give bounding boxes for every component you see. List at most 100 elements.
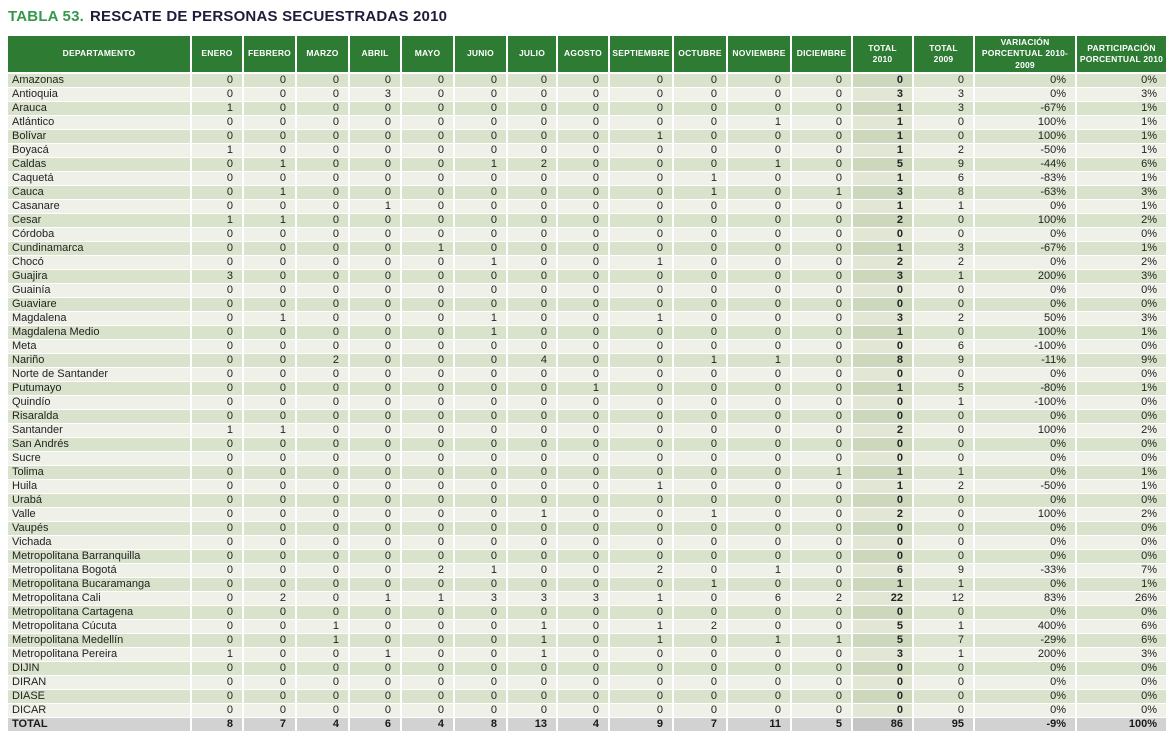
department-cell: Guainía [8, 283, 192, 299]
value-cell: 0% [974, 87, 1077, 103]
value-cell: 0 [191, 605, 244, 621]
value-cell: 0 [296, 577, 350, 593]
value-cell: 0 [791, 451, 853, 467]
value-cell: 200% [974, 269, 1077, 285]
value-cell: 0 [673, 269, 728, 285]
value-cell: 0 [557, 521, 610, 537]
value-cell: 2 [913, 143, 975, 159]
value-cell: 0 [243, 171, 297, 187]
value-cell: 0 [191, 661, 244, 677]
value-cell: 1% [1076, 479, 1166, 495]
value-cell: 0 [349, 325, 402, 341]
value-cell: 0 [349, 605, 402, 621]
value-cell: -50% [974, 479, 1077, 495]
value-cell: 0 [791, 437, 853, 453]
value-cell: 0 [349, 171, 402, 187]
value-cell: 1 [913, 647, 975, 663]
value-cell: 1 [507, 633, 558, 649]
value-cell: 1 [609, 129, 674, 145]
data-table: DEPARTAMENTO ENERO FEBRERO MARZO ABRIL MAYO JU… [8, 36, 1166, 733]
value-cell: 0 [557, 619, 610, 635]
department-cell: Norte de Santander [8, 367, 192, 383]
value-cell: 0 [454, 143, 508, 159]
value-cell: 0 [454, 87, 508, 103]
value-cell: 1 [349, 647, 402, 663]
value-cell: 4 [507, 353, 558, 369]
value-cell: 100% [974, 325, 1077, 341]
value-cell: 0 [191, 633, 244, 649]
value-cell: 0 [791, 479, 853, 495]
value-cell: 1 [913, 395, 975, 411]
value-cell: 3 [913, 87, 975, 103]
value-cell: 2 [852, 507, 914, 523]
value-cell: 0 [191, 395, 244, 411]
value-cell: 2 [401, 563, 455, 579]
value-cell: 0 [609, 507, 674, 523]
value-cell: 0 [401, 311, 455, 327]
value-cell: 0 [507, 283, 558, 299]
value-cell: 0 [557, 395, 610, 411]
value-cell: 0 [673, 591, 728, 607]
value-cell: 2 [852, 423, 914, 439]
column-header-julio: JULIO [507, 36, 558, 75]
value-cell: 1 [454, 157, 508, 173]
value-cell: 0 [727, 283, 792, 299]
table-row: Metropolitana Barranquilla 0 0 0 0 0 0 0 0 0 0 0 0 0 0… [8, 549, 1166, 565]
department-cell: Meta [8, 339, 192, 355]
value-cell: 0 [349, 73, 402, 89]
value-cell: 0 [557, 423, 610, 439]
department-cell: Chocó [8, 255, 192, 271]
value-cell: 1 [349, 199, 402, 215]
value-cell: 0 [609, 227, 674, 243]
value-cell: 0 [557, 535, 610, 551]
value-cell: 0 [507, 381, 558, 397]
value-cell: 0 [349, 423, 402, 439]
table-row: Caldas 0 1 0 0 0 1 2 0 0 0 1 0 5 9 -44% 6% [8, 157, 1166, 173]
value-cell: 0 [673, 451, 728, 467]
value-cell: 0 [349, 269, 402, 285]
value-cell: 0 [791, 87, 853, 103]
value-cell: 1 [791, 185, 853, 201]
value-cell: 0 [191, 451, 244, 467]
value-cell: 0 [913, 605, 975, 621]
department-cell: Casanare [8, 199, 192, 215]
department-cell: Metropolitana Medellín [8, 633, 192, 649]
value-cell: 0 [673, 87, 728, 103]
value-cell: 0 [507, 493, 558, 509]
value-cell: 0 [191, 339, 244, 355]
table-title: RESCATE DE PERSONAS SECUESTRADAS 2010 [89, 8, 448, 25]
value-cell: 0 [673, 535, 728, 551]
value-cell: 0 [401, 521, 455, 537]
value-cell: 0 [727, 451, 792, 467]
value-cell: 0 [296, 535, 350, 551]
value-cell: 0 [557, 199, 610, 215]
value-cell: 1 [727, 353, 792, 369]
value-cell: 0 [557, 437, 610, 453]
value-cell: 0% [1076, 703, 1166, 719]
value-cell: 0 [243, 339, 297, 355]
department-cell: Metropolitana Bucaramanga [8, 577, 192, 593]
table-row: Santander 1 1 0 0 0 0 0 0 0 0 0 0 2 0 100% 2% [8, 423, 1166, 439]
value-cell: 0 [557, 479, 610, 495]
column-header-total-2010: TOTAL 2010 [852, 36, 914, 75]
value-cell: 0 [401, 255, 455, 271]
value-cell: 0 [401, 101, 455, 117]
value-cell: 0 [673, 437, 728, 453]
value-cell: 0 [454, 115, 508, 131]
value-cell: 0 [296, 409, 350, 425]
value-cell: -100% [974, 339, 1077, 355]
department-cell: Santander [8, 423, 192, 439]
value-cell: 0 [727, 703, 792, 719]
value-cell: 0 [609, 395, 674, 411]
value-cell: -100% [974, 395, 1077, 411]
value-cell: 0 [673, 297, 728, 313]
value-cell: 0 [454, 493, 508, 509]
value-cell: 1 [791, 465, 853, 481]
value-cell: 0 [609, 269, 674, 285]
table-row: Vichada 0 0 0 0 0 0 0 0 0 0 0 0 0 0 0% 0% [8, 535, 1166, 551]
value-cell: 0 [609, 241, 674, 257]
value-cell: 1 [852, 101, 914, 117]
value-cell: 12 [913, 591, 975, 607]
value-cell: 0 [401, 297, 455, 313]
value-cell: 0 [727, 661, 792, 677]
